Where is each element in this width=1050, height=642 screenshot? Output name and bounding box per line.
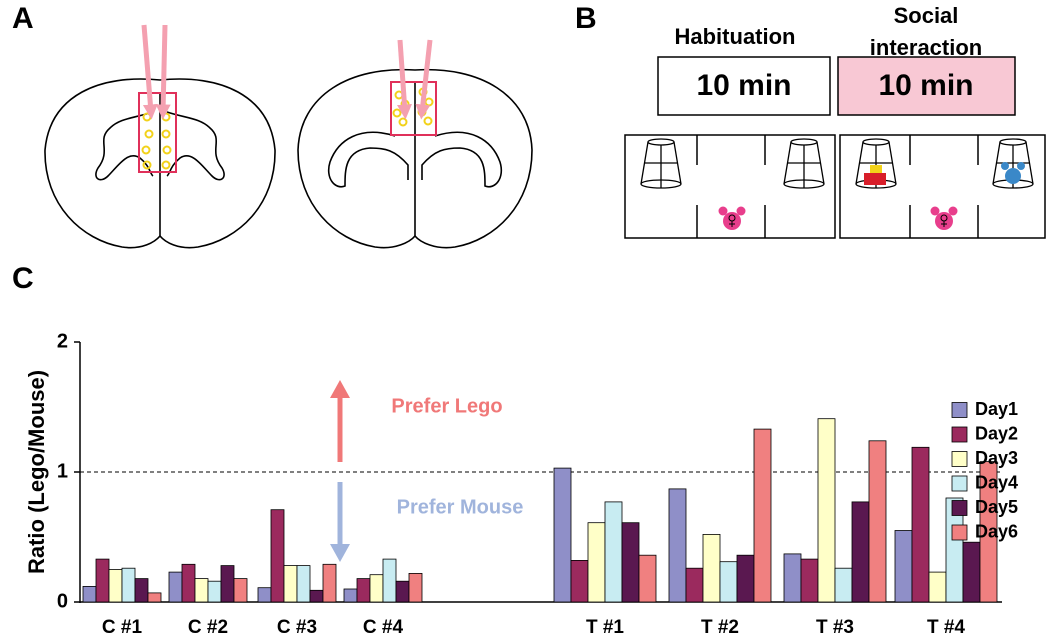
bar	[322, 563, 337, 603]
legend-swatch	[951, 402, 968, 418]
bar	[834, 567, 853, 603]
phase-title: Social interaction	[869, 3, 983, 60]
bar	[95, 558, 110, 603]
panel-label: C	[12, 262, 34, 295]
arena	[624, 134, 1046, 239]
bar	[270, 509, 285, 603]
x-tick-label: C #2	[188, 617, 228, 638]
bar	[638, 554, 657, 603]
bar	[168, 571, 183, 603]
legend-swatch	[951, 524, 968, 541]
bar	[604, 501, 623, 603]
bar	[979, 461, 998, 603]
bar	[233, 578, 248, 603]
bar	[736, 554, 755, 603]
bar	[621, 522, 640, 603]
bar	[851, 501, 870, 603]
bar	[382, 558, 397, 603]
bar	[283, 565, 298, 603]
bar	[928, 571, 947, 603]
y-tick-label: 0	[57, 590, 68, 612]
bar	[408, 573, 423, 603]
bar	[587, 522, 606, 603]
legend-swatch	[951, 426, 968, 443]
bar	[369, 574, 384, 603]
legend-label: Day1	[975, 399, 1018, 419]
mouse-icon	[718, 206, 958, 230]
bar	[553, 467, 572, 603]
y-tick-label: 2	[57, 330, 68, 352]
bar	[395, 580, 410, 603]
bar	[296, 565, 311, 603]
bar	[220, 565, 235, 603]
bar	[753, 428, 772, 603]
bar	[194, 578, 209, 603]
x-tick-label: T #1	[586, 617, 624, 638]
bar	[894, 530, 913, 603]
phase-duration: 10 min	[878, 69, 973, 102]
bar	[868, 440, 887, 603]
legend-label: Day4	[975, 472, 1018, 492]
x-tick-label: T #3	[816, 617, 854, 638]
bar	[356, 578, 371, 603]
bar	[343, 588, 358, 603]
cage	[640, 138, 1034, 189]
bar	[702, 534, 721, 603]
bar	[685, 567, 704, 603]
x-tick-label: C #1	[102, 617, 143, 638]
phase-title: Habituation	[675, 24, 796, 49]
panel-label: B	[575, 2, 597, 35]
bar	[207, 580, 222, 603]
legend-swatch	[951, 475, 968, 492]
legend-label: Day3	[975, 448, 1018, 468]
annotation: Prefer Mouse	[397, 496, 524, 518]
y-axis-label: Ratio (Lego/Mouse)	[24, 370, 49, 574]
legend-label: Day6	[975, 521, 1018, 541]
annotation-arrow	[330, 544, 350, 562]
annotation-arrow	[330, 380, 350, 398]
phase-box	[837, 56, 1016, 116]
legend-label: Day5	[975, 497, 1018, 517]
bar	[719, 561, 738, 603]
bar	[309, 589, 324, 603]
bar	[257, 587, 272, 603]
legend-label: Day2	[975, 423, 1018, 443]
bar	[570, 560, 589, 603]
x-tick-label: C #3	[277, 617, 317, 638]
bar	[121, 567, 136, 603]
y-tick-label: 1	[57, 460, 68, 482]
bar	[783, 553, 802, 603]
x-tick-label: C #4	[363, 617, 404, 638]
phase-box	[657, 56, 831, 116]
bar	[962, 541, 981, 603]
bar	[108, 569, 123, 603]
legend-swatch	[951, 451, 968, 467]
panel-label: A	[12, 2, 34, 35]
bar	[911, 446, 930, 603]
x-tick-label: T #4	[927, 617, 965, 638]
bar	[134, 578, 149, 603]
bar	[668, 488, 687, 603]
bar	[817, 418, 836, 603]
brain-section	[297, 39, 533, 249]
phase-duration: 10 min	[696, 69, 791, 102]
bar	[800, 558, 819, 603]
annotation: Prefer Lego	[391, 395, 502, 417]
x-tick-label: T #2	[701, 617, 739, 638]
bar	[181, 563, 196, 603]
bar	[147, 592, 162, 603]
bar	[82, 586, 97, 603]
brain-section	[44, 24, 276, 249]
legend-swatch	[951, 500, 968, 516]
